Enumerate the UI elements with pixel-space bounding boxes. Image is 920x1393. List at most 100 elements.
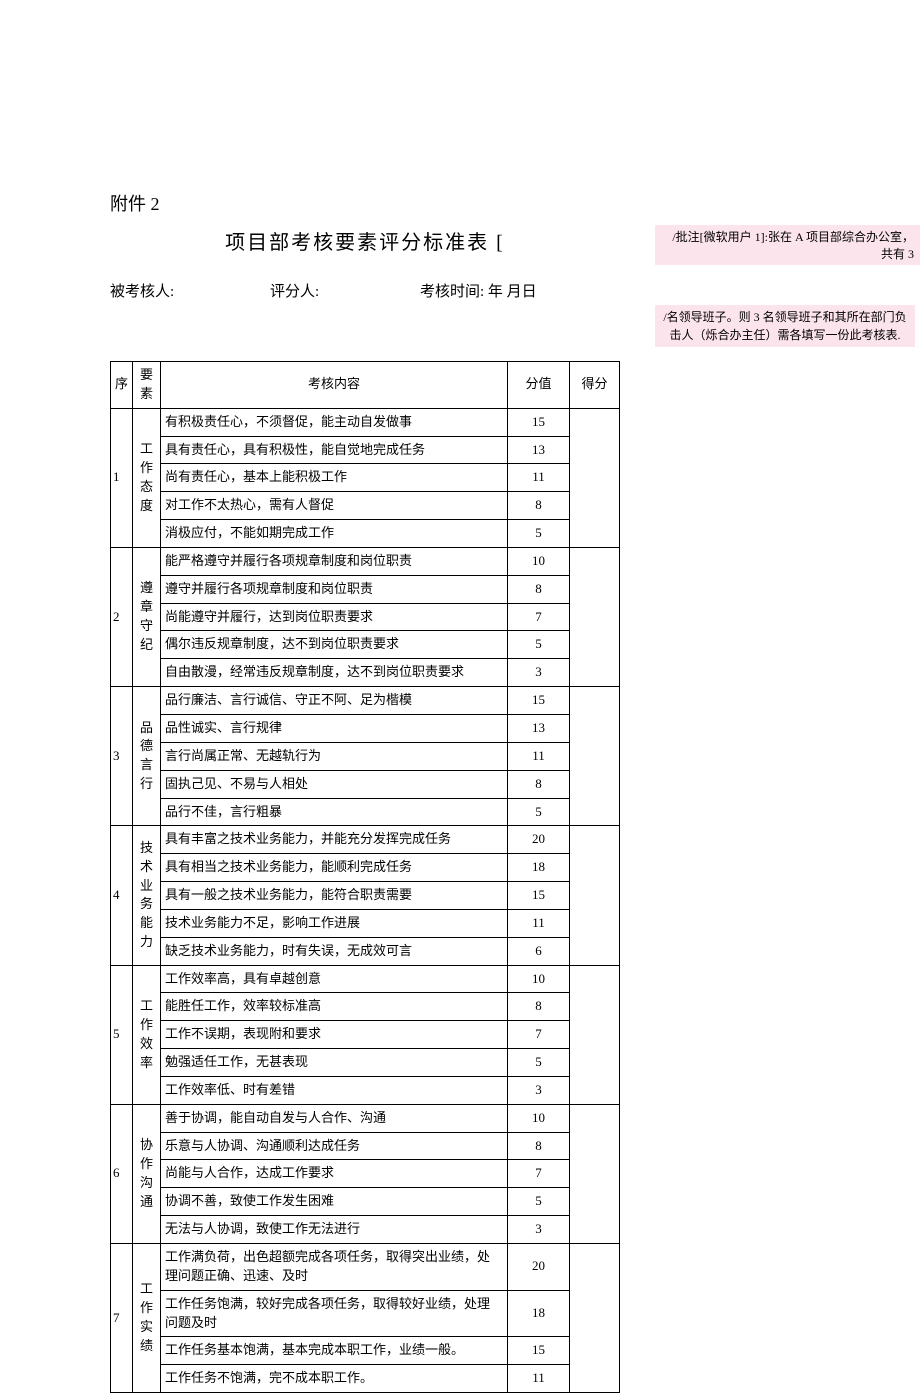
category-cell: 工作实绩 bbox=[133, 1244, 161, 1393]
header-val: 分值 bbox=[508, 362, 570, 409]
value-cell: 10 bbox=[508, 547, 570, 575]
table-row: 品行不佳，言行粗暴5 bbox=[111, 798, 620, 826]
content-cell: 能严格遵守并履行各项规章制度和岗位职责 bbox=[161, 547, 508, 575]
value-cell: 3 bbox=[508, 1076, 570, 1104]
comment-2: /名领导班子。则 3 名领导班子和其所在部门负击人（烁合办主任）需各填写一份此考… bbox=[655, 305, 915, 347]
value-cell: 8 bbox=[508, 770, 570, 798]
table-row: 固执己见、不易与人相处8 bbox=[111, 770, 620, 798]
category-cell: 遵章守纪 bbox=[133, 547, 161, 686]
content-cell: 言行尚属正常、无越轨行为 bbox=[161, 742, 508, 770]
table-row: 品性诚实、言行规律13 bbox=[111, 714, 620, 742]
score-cell bbox=[570, 1104, 620, 1243]
content-cell: 尚有责任心，基本上能积极工作 bbox=[161, 464, 508, 492]
content-cell: 工作效率高，具有卓越创意 bbox=[161, 965, 508, 993]
content-cell: 工作满负荷，出色超额完成各项任务，取得突出业绩，处理问题正确、迅速、及时 bbox=[161, 1244, 508, 1291]
header-content: 考核内容 bbox=[161, 362, 508, 409]
table-row: 具有责任心，具有积极性，能自觉地完成任务13 bbox=[111, 436, 620, 464]
table-row: 技术业务能力不足，影响工作进展11 bbox=[111, 909, 620, 937]
score-cell bbox=[570, 547, 620, 686]
table-row: 7工作实绩工作满负荷，出色超额完成各项任务，取得突出业绩，处理问题正确、迅速、及… bbox=[111, 1244, 620, 1291]
table-row: 尚能遵守并履行，达到岗位职责要求7 bbox=[111, 603, 620, 631]
content-cell: 工作任务不饱满，完不成本职工作。 bbox=[161, 1365, 508, 1393]
table-row: 3品德言行品行廉洁、言行诚信、守正不阿、足为楷模15 bbox=[111, 687, 620, 715]
content-cell: 勉强适任工作，无甚表现 bbox=[161, 1049, 508, 1077]
content-cell: 偶尔违反规章制度，达不到岗位职责要求 bbox=[161, 631, 508, 659]
seq-cell: 5 bbox=[111, 965, 133, 1104]
meta-scorer-label: 评分人: bbox=[270, 280, 420, 301]
content-cell: 固执己见、不易与人相处 bbox=[161, 770, 508, 798]
value-cell: 10 bbox=[508, 965, 570, 993]
category-cell: 工作态度 bbox=[133, 408, 161, 547]
value-cell: 11 bbox=[508, 742, 570, 770]
content-cell: 具有丰富之技术业务能力，并能充分发挥完成任务 bbox=[161, 826, 508, 854]
table-row: 工作不误期，表现附和要求7 bbox=[111, 1021, 620, 1049]
value-cell: 7 bbox=[508, 603, 570, 631]
table-row: 勉强适任工作，无甚表现5 bbox=[111, 1049, 620, 1077]
table-row: 偶尔违反规章制度，达不到岗位职责要求5 bbox=[111, 631, 620, 659]
value-cell: 15 bbox=[508, 1337, 570, 1365]
comment-1: /批注[微软用户 1]:张在 A 项目部综合办公室，共有 3 bbox=[655, 225, 920, 265]
value-cell: 8 bbox=[508, 1132, 570, 1160]
table-row: 5工作效率工作效率高，具有卓越创意10 bbox=[111, 965, 620, 993]
value-cell: 6 bbox=[508, 937, 570, 965]
value-cell: 3 bbox=[508, 659, 570, 687]
content-cell: 品行廉洁、言行诚信、守正不阿、足为楷模 bbox=[161, 687, 508, 715]
table-row: 具有相当之技术业务能力，能顺利完成任务18 bbox=[111, 854, 620, 882]
table-row: 6协作沟通善于协调，能自动自发与人合作、沟通10 bbox=[111, 1104, 620, 1132]
attachment-label: 附件 2 bbox=[110, 190, 620, 216]
value-cell: 3 bbox=[508, 1216, 570, 1244]
score-cell bbox=[570, 687, 620, 826]
value-cell: 11 bbox=[508, 909, 570, 937]
content-cell: 无法与人协调，致使工作无法进行 bbox=[161, 1216, 508, 1244]
content-cell: 协调不善，致使工作发生困难 bbox=[161, 1188, 508, 1216]
score-cell bbox=[570, 408, 620, 547]
content-cell: 品行不佳，言行粗暴 bbox=[161, 798, 508, 826]
content-cell: 工作任务基本饱满，基本完成本职工作，业绩一般。 bbox=[161, 1337, 508, 1365]
content-cell: 自由散漫，经常违反规章制度，达不到岗位职责要求 bbox=[161, 659, 508, 687]
content-cell: 技术业务能力不足，影响工作进展 bbox=[161, 909, 508, 937]
table-row: 尚有责任心，基本上能积极工作11 bbox=[111, 464, 620, 492]
page-title: 项目部考核要素评分标准表 [ bbox=[110, 226, 620, 255]
table-row: 能胜任工作，效率较标准高8 bbox=[111, 993, 620, 1021]
category-cell: 技术业务能力 bbox=[133, 826, 161, 965]
table-header-row: 序 要素 考核内容 分值 得分 bbox=[111, 362, 620, 409]
value-cell: 7 bbox=[508, 1160, 570, 1188]
table-row: 协调不善，致使工作发生困难5 bbox=[111, 1188, 620, 1216]
content-cell: 乐意与人协调、沟通顺利达成任务 bbox=[161, 1132, 508, 1160]
value-cell: 8 bbox=[508, 575, 570, 603]
value-cell: 5 bbox=[508, 1188, 570, 1216]
value-cell: 8 bbox=[508, 492, 570, 520]
content-cell: 对工作不太热心，需有人督促 bbox=[161, 492, 508, 520]
value-cell: 5 bbox=[508, 520, 570, 548]
category-cell: 工作效率 bbox=[133, 965, 161, 1104]
table-row: 缺乏技术业务能力，时有失误，无成效可言6 bbox=[111, 937, 620, 965]
content-cell: 缺乏技术业务能力，时有失误，无成效可言 bbox=[161, 937, 508, 965]
content-cell: 品性诚实、言行规律 bbox=[161, 714, 508, 742]
table-row: 工作任务饱满，较好完成各项任务，取得较好业绩，处理问题及时18 bbox=[111, 1290, 620, 1337]
content-cell: 具有相当之技术业务能力，能顺利完成任务 bbox=[161, 854, 508, 882]
value-cell: 5 bbox=[508, 798, 570, 826]
value-cell: 18 bbox=[508, 854, 570, 882]
value-cell: 20 bbox=[508, 1244, 570, 1291]
header-cat: 要素 bbox=[133, 362, 161, 409]
table-row: 1工作态度有积极责任心，不须督促，能主动自发做事15 bbox=[111, 408, 620, 436]
score-cell bbox=[570, 1244, 620, 1393]
table-row: 乐意与人协调、沟通顺利达成任务8 bbox=[111, 1132, 620, 1160]
seq-cell: 4 bbox=[111, 826, 133, 965]
score-cell bbox=[570, 965, 620, 1104]
seq-cell: 6 bbox=[111, 1104, 133, 1243]
table-row: 工作任务基本饱满，基本完成本职工作，业绩一般。15 bbox=[111, 1337, 620, 1365]
content-cell: 有积极责任心，不须督促，能主动自发做事 bbox=[161, 408, 508, 436]
value-cell: 11 bbox=[508, 1365, 570, 1393]
header-seq: 序 bbox=[111, 362, 133, 409]
content-cell: 消极应付，不能如期完成工作 bbox=[161, 520, 508, 548]
meta-row: 被考核人: 评分人: 考核时间: 年 月日 bbox=[110, 280, 620, 301]
content-cell: 能胜任工作，效率较标准高 bbox=[161, 993, 508, 1021]
category-cell: 品德言行 bbox=[133, 687, 161, 826]
content-cell: 具有一般之技术业务能力，能符合职责需要 bbox=[161, 882, 508, 910]
table-row: 遵守并履行各项规章制度和岗位职责8 bbox=[111, 575, 620, 603]
seq-cell: 7 bbox=[111, 1244, 133, 1393]
table-row: 工作任务不饱满，完不成本职工作。11 bbox=[111, 1365, 620, 1393]
table-row: 无法与人协调，致使工作无法进行3 bbox=[111, 1216, 620, 1244]
value-cell: 5 bbox=[508, 631, 570, 659]
